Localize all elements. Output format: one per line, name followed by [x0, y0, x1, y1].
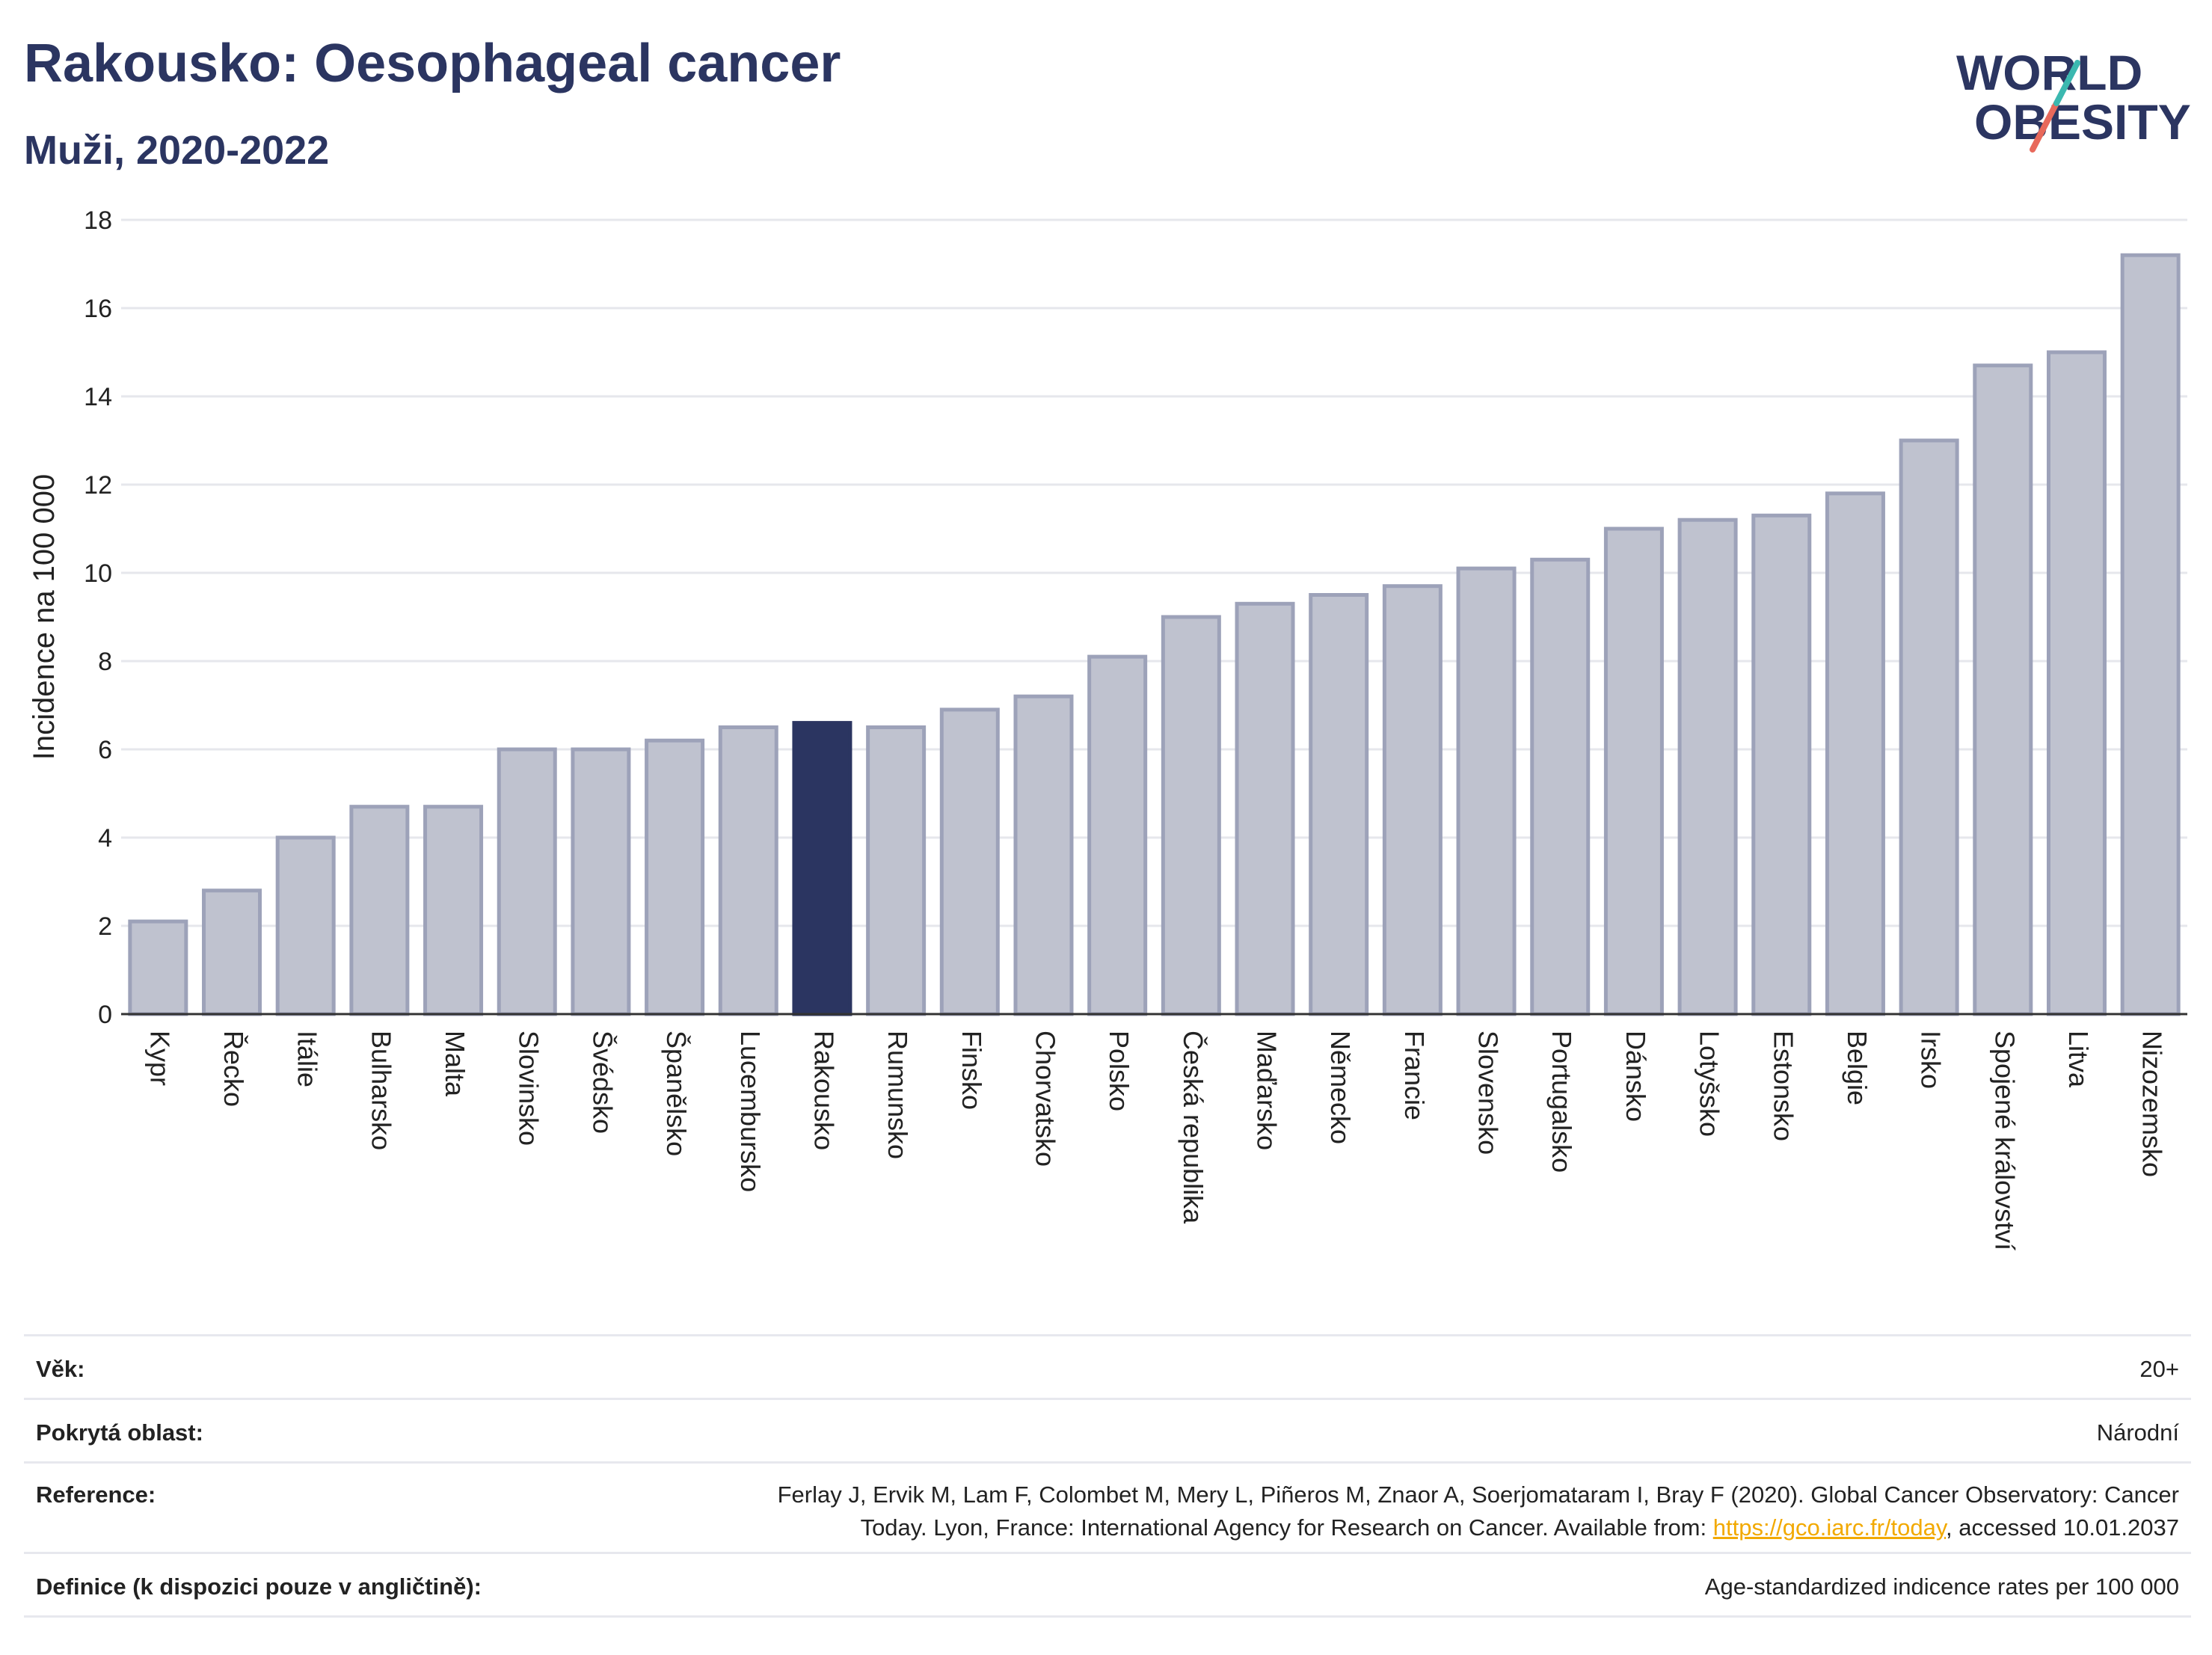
x-tick-label: Švédsko [587, 1031, 618, 1134]
x-tick-label: Slovinsko [514, 1031, 544, 1146]
reference-link[interactable]: https://gco.iarc.fr/today [1712, 1514, 1947, 1541]
bar [202, 888, 262, 1016]
area-value: Národní [2096, 1419, 2179, 1446]
x-tick-label: Itálie [292, 1031, 323, 1087]
bar [571, 747, 631, 1016]
x-tick-label: Nizozemsko [2137, 1031, 2168, 1177]
y-tick-label: 2 [98, 912, 112, 941]
x-tick-label: Irsko [1916, 1031, 1947, 1089]
definition-label: Definice (k dispozici pouze v angličtině… [36, 1573, 482, 1600]
reference-text-3: , accessed 10.01.2037 [1946, 1514, 2179, 1541]
bar [1309, 593, 1369, 1016]
bar [2046, 350, 2107, 1016]
y-tick-label: 4 [98, 824, 112, 853]
info-row-area: Pokrytá oblast: Národní [24, 1398, 2191, 1461]
x-tick-label: Bulharsko [366, 1031, 396, 1150]
bar [1382, 584, 1443, 1016]
bar [1013, 694, 1074, 1016]
bar [1677, 518, 1738, 1016]
bar [1973, 363, 2033, 1016]
reference-text-1: Ferlay J, Ervik M, Lam F, Colombet M, Me… [777, 1481, 2179, 1508]
bar-chart: 0 2 4 6 8 10 12 14 16 18 Incidence na 100 000 Kypr Ř… [28, 206, 2187, 1250]
info-row-definition: Definice (k dispozici pouze v angličtině… [24, 1552, 2191, 1618]
y-tick-label: 0 [98, 1001, 112, 1029]
x-tick-label: Chorvatsko [1030, 1031, 1060, 1167]
info-row-reference: Reference: Ferlay J, Ervik M, Lam F, Col… [24, 1461, 2191, 1552]
bar [866, 725, 927, 1016]
y-tick-label: 10 [84, 559, 112, 588]
bar [128, 919, 188, 1016]
y-tick-label: 8 [98, 648, 112, 676]
age-label: Věk: [36, 1356, 85, 1382]
y-tick-label: 16 [84, 295, 112, 323]
x-tick-label: Slovensko [1473, 1031, 1504, 1155]
logo-line1: WORLD [1956, 45, 2142, 100]
x-tick-label: Estonsko [1768, 1031, 1798, 1141]
y-tick-label: 12 [84, 471, 112, 500]
chart-subtitle: Muži, 2020-2022 [24, 128, 330, 173]
bar [939, 707, 1000, 1016]
x-tick-label: Lucembursko [735, 1031, 766, 1192]
x-tick-label: Rakousko [808, 1031, 839, 1150]
area-label: Pokrytá oblast: [36, 1419, 203, 1446]
reference-label: Reference: [36, 1481, 156, 1508]
bar [1751, 513, 1812, 1016]
bar [349, 805, 410, 1016]
reference-value: Ferlay J, Ervik M, Lam F, Colombet M, Me… [778, 1479, 2179, 1544]
bar [2120, 253, 2181, 1016]
x-tick-label: Maďarsko [1252, 1031, 1282, 1150]
x-tick-label: Dánsko [1620, 1031, 1651, 1122]
x-tick-label: Finsko [956, 1031, 987, 1110]
x-tick-label: Portugalsko [1546, 1031, 1577, 1173]
x-tick-label: Španělsko [661, 1031, 692, 1156]
x-tick-label: Česká republika [1178, 1031, 1208, 1224]
x-tick-label: Řecko [218, 1031, 249, 1107]
bar [1161, 615, 1221, 1016]
y-axis-label: Incidence na 100 000 [28, 474, 61, 761]
bar [1456, 566, 1517, 1016]
chart-title: Rakousko: Oesophageal cancer [24, 34, 841, 93]
world-obesity-logo: WORLD OBESITY [1956, 45, 2191, 153]
x-tick-label: Francie [1399, 1031, 1430, 1120]
info-row-age: Věk: 20+ [24, 1334, 2191, 1398]
x-tick-label: Malta [440, 1031, 470, 1097]
bar [718, 725, 778, 1016]
y-tick-label: 18 [84, 206, 112, 235]
x-tick-label: Německo [1325, 1031, 1356, 1144]
bar [1825, 491, 1885, 1016]
y-tick-label: 14 [84, 383, 112, 411]
info-table: Věk: 20+ Pokrytá oblast: Národní Referen… [24, 1334, 2191, 1618]
definition-value: Age-standardized indicence rates per 100… [1704, 1573, 2179, 1600]
x-tick-label: Kypr [144, 1031, 175, 1086]
x-tick-label: Rumunsko [882, 1031, 913, 1159]
x-tick-label: Belgie [1842, 1031, 1872, 1105]
bar [497, 747, 557, 1016]
x-tick-label: Lotyšsko [1695, 1031, 1725, 1137]
bar [645, 738, 705, 1016]
bar [792, 721, 852, 1016]
bar [1235, 601, 1295, 1016]
logo-line2: OBESITY [1974, 94, 2191, 150]
bar [1899, 438, 1959, 1016]
y-tick-label: 6 [98, 736, 112, 764]
x-tick-label: Polsko [1104, 1031, 1134, 1111]
bar [1603, 526, 1664, 1016]
bar [1530, 557, 1591, 1016]
age-value: 20+ [2139, 1356, 2179, 1382]
bar [423, 805, 484, 1016]
bar [1087, 654, 1148, 1016]
x-tick-label: Spojené království [1989, 1031, 2020, 1250]
reference-text-2: Today. Lyon, France: International Agenc… [860, 1514, 1713, 1541]
bar [275, 835, 336, 1016]
x-tick-label: Litva [2063, 1031, 2094, 1088]
